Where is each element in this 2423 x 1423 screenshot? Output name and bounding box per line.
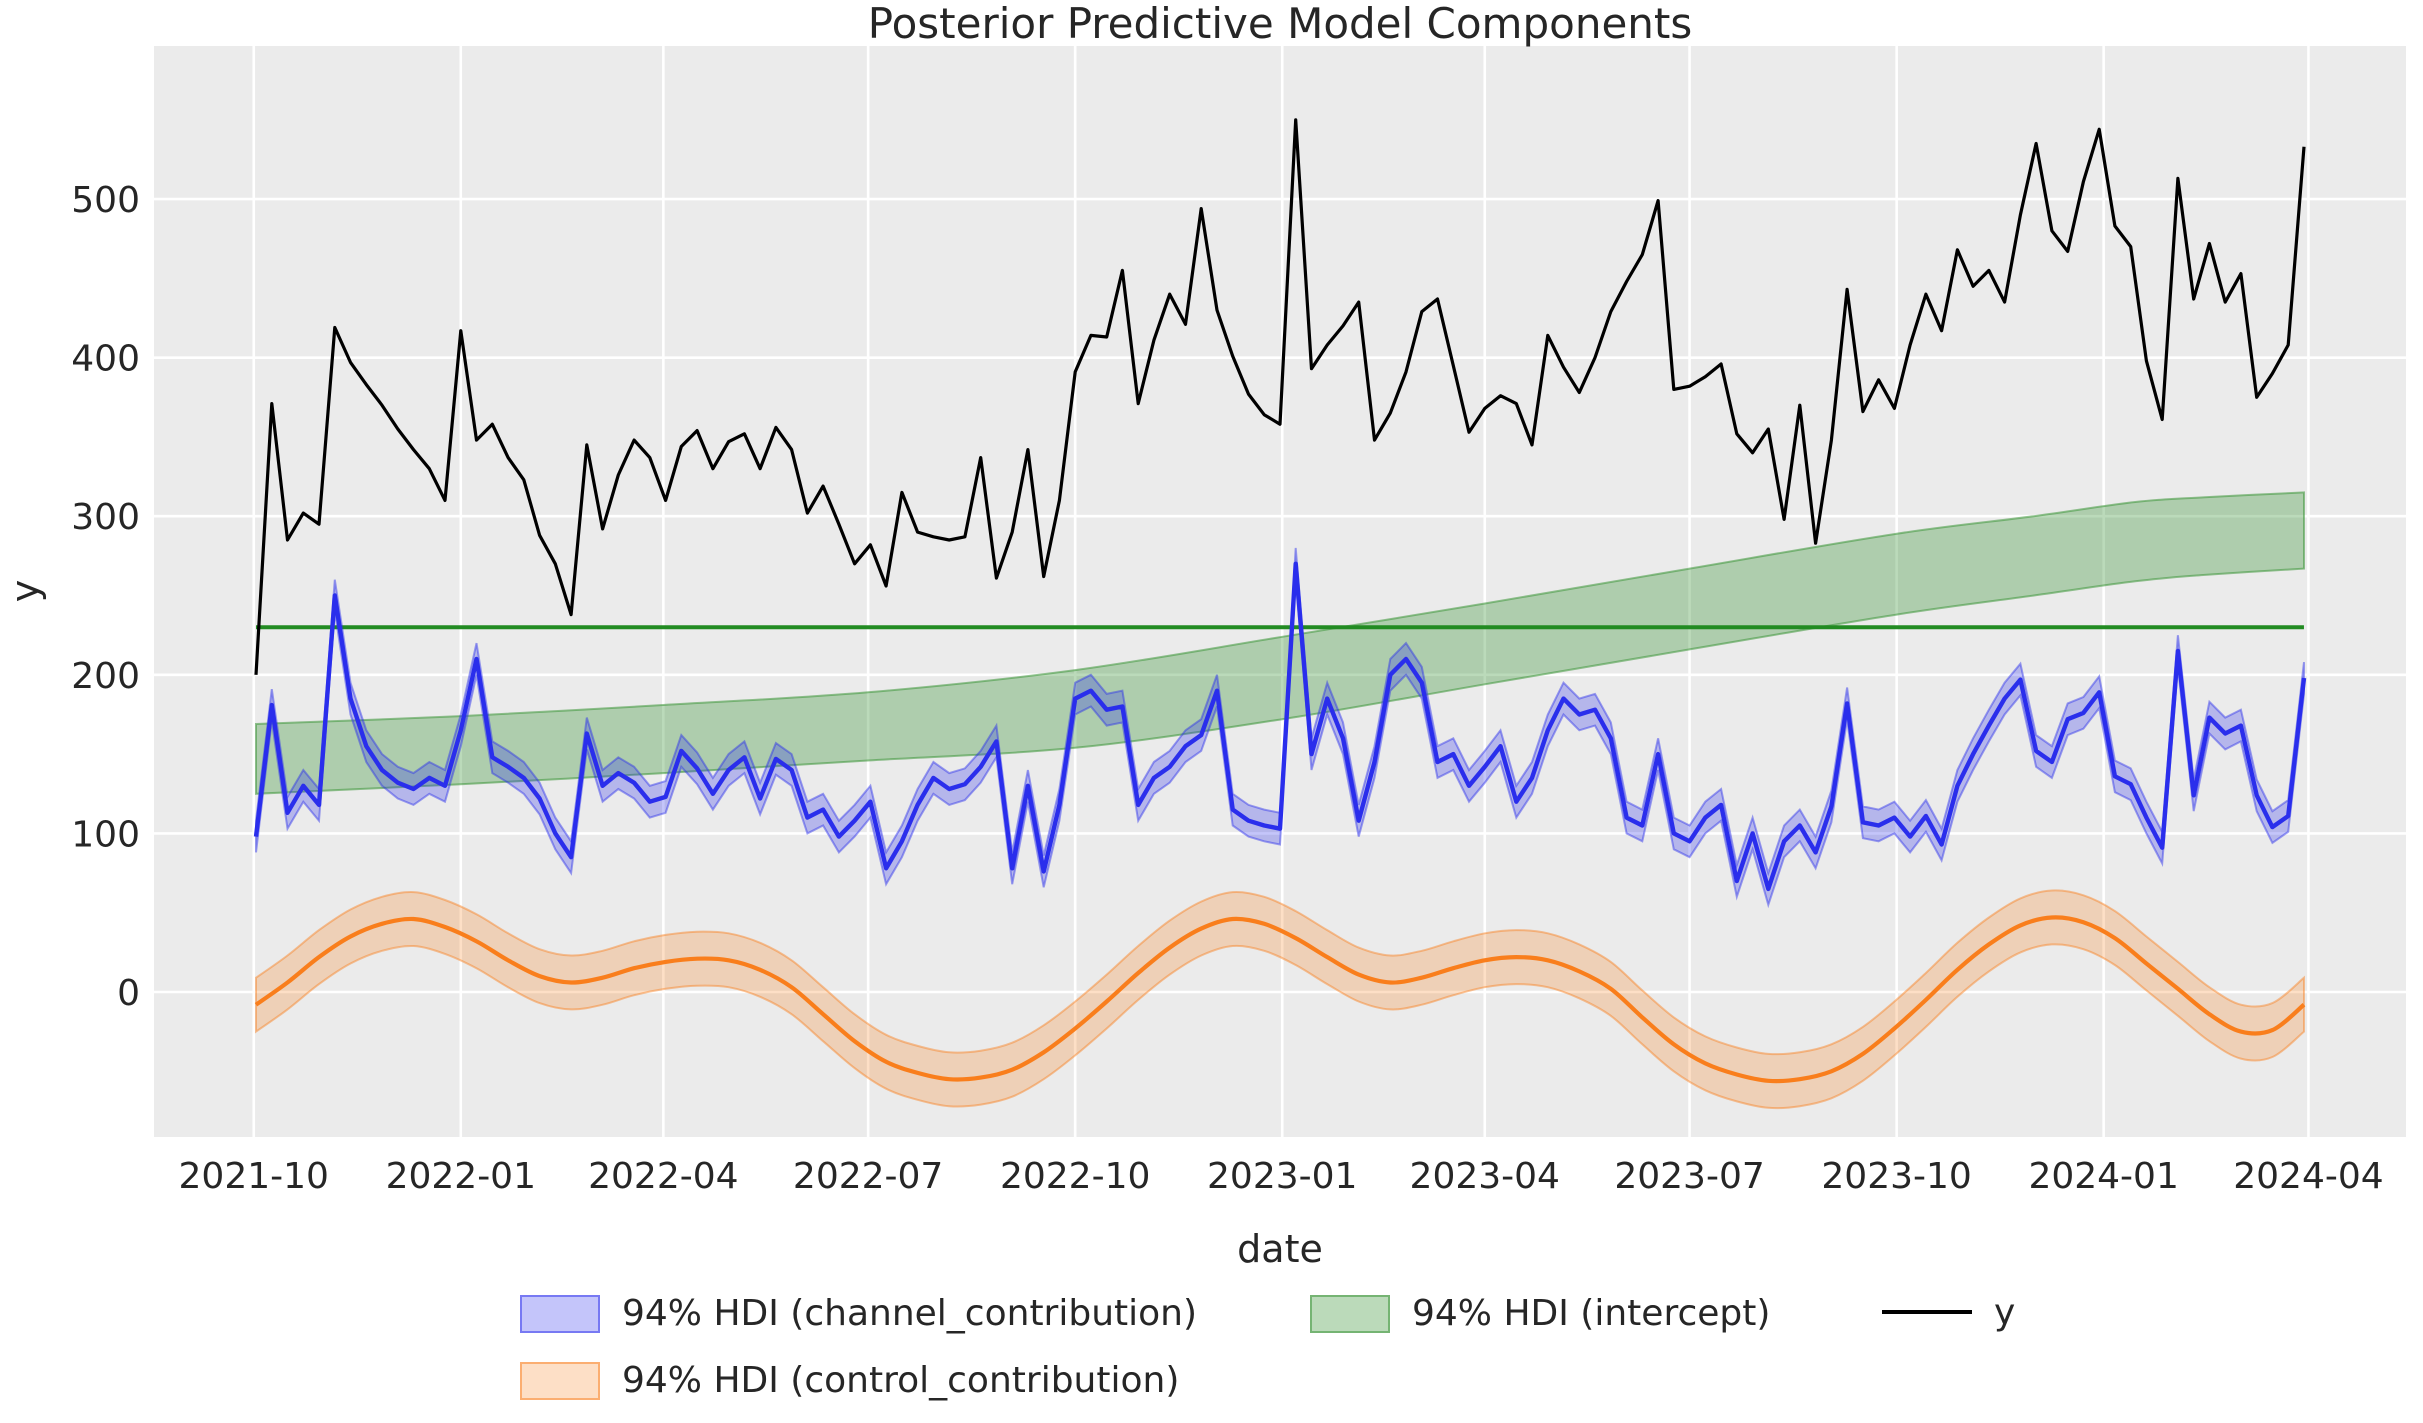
svg-text:400: 400 [71,339,140,380]
svg-text:2023-07: 2023-07 [1614,1156,1764,1197]
legend-item-y: y [1882,1291,2016,1333]
svg-text:2022-01: 2022-01 [386,1156,536,1197]
chart-title: Posterior Predictive Model Components [868,0,1693,48]
svg-text:2022-07: 2022-07 [793,1156,943,1197]
svg-text:100: 100 [71,814,140,855]
x-axis-label: date [1237,1227,1323,1271]
svg-text:500: 500 [71,180,140,221]
svg-text:2022-10: 2022-10 [1000,1156,1150,1197]
svg-text:2023-04: 2023-04 [1410,1156,1560,1197]
legend-item-channel-hdi: 94% HDI (channel_contribution) [520,1293,1197,1334]
legend-label-control-hdi: 94% HDI (control_contribution) [622,1360,1180,1401]
legend-item-intercept-hdi: 94% HDI (intercept) [1310,1293,1770,1334]
svg-text:200: 200 [71,656,140,697]
svg-text:2024-04: 2024-04 [2233,1156,2383,1197]
svg-text:300: 300 [71,497,140,538]
svg-text:2023-01: 2023-01 [1207,1156,1357,1197]
svg-text:2021-10: 2021-10 [179,1156,329,1197]
svg-text:0: 0 [117,973,140,1014]
y-axis-label: y [3,580,47,603]
legend-label-y: y [1994,1291,2016,1333]
legend-label-intercept-hdi: 94% HDI (intercept) [1412,1293,1771,1334]
chart-plot-area: 2021-10 2022-01 2022-04 2022-07 2022-10 2023-… [71,46,2406,1197]
legend-label-channel-hdi: 94% HDI (channel_contribution) [622,1293,1198,1334]
svg-text:2024-01: 2024-01 [2028,1156,2178,1197]
intercept-hdi-band-swatch [1310,1294,1390,1333]
svg-text:2023-10: 2023-10 [1821,1156,1971,1197]
channel-hdi-band-swatch [520,1294,600,1333]
legend-item-control-hdi: 94% HDI (control_contribution) [520,1360,1179,1401]
control-hdi-band-swatch [520,1361,600,1400]
y-line-swatch [1882,1310,1972,1314]
svg-text:2022-04: 2022-04 [588,1156,738,1197]
